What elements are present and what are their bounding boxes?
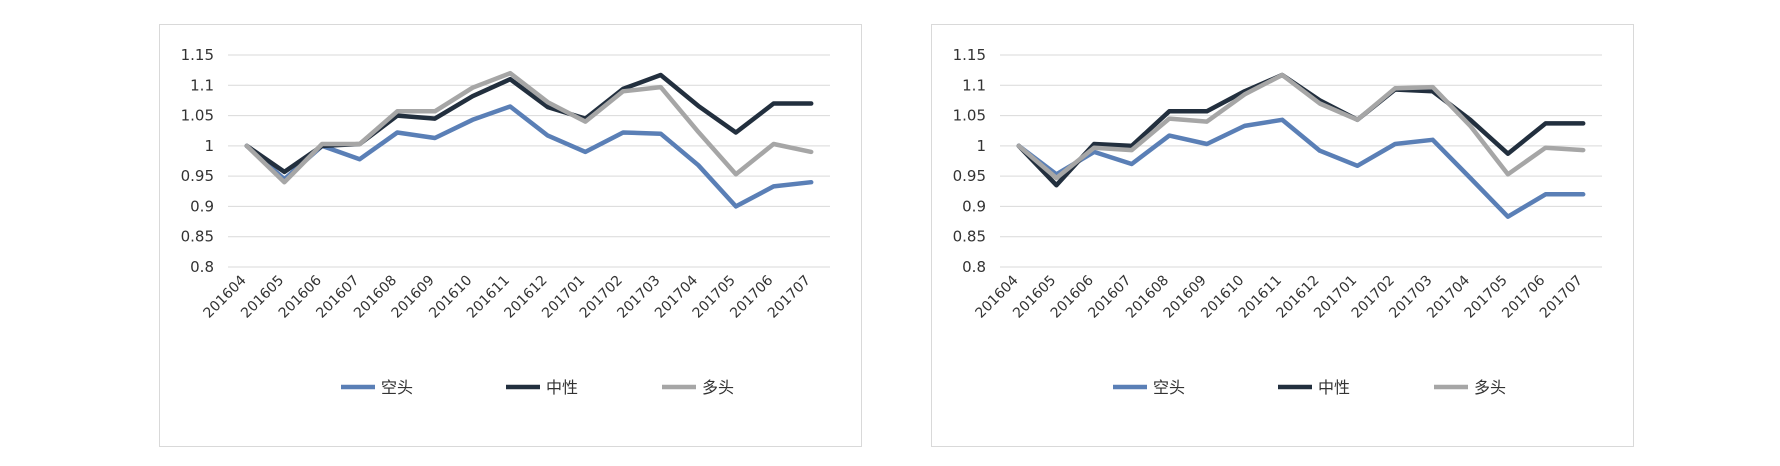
- y-tick-label: 0.9: [190, 197, 214, 215]
- y-tick-label: 0.95: [953, 167, 986, 185]
- chart-panel-left: 1.15 1.1 1.05 1 0.95 0.9 0.85 0.8 201604 201605 20…: [159, 24, 862, 447]
- y-tick-label: 1.05: [181, 107, 214, 125]
- series-line-0: [244, 104, 814, 209]
- line-chart-left: 1.151.11.0510.950.90.850.820160420160520…: [181, 46, 830, 397]
- y-tick-label: 1.15: [953, 46, 986, 64]
- y-tick-label: 1: [204, 137, 214, 155]
- series-line-2: [1016, 72, 1586, 181]
- series-line-2: [244, 70, 814, 185]
- line-chart-right: 1.151.11.0510.950.90.850.820160420160520…: [953, 46, 1602, 397]
- y-tick-label: 1.05: [953, 107, 986, 125]
- legend-label-1: 中性: [1318, 378, 1350, 397]
- y-tick-label: 0.9: [962, 197, 986, 215]
- y-tick-label: 0.95: [181, 167, 214, 185]
- chart-panel-right: 1.15 1.1 1.05 1 0.95 0.9 0.85 0.8 201604 201605 20…: [931, 24, 1634, 447]
- y-tick-label: 0.85: [953, 228, 986, 246]
- y-tick-label: 0.8: [190, 258, 214, 276]
- y-tick-label: 1.15: [181, 46, 214, 64]
- y-tick-label: 0.8: [962, 258, 986, 276]
- y-tick-label: 0.85: [181, 228, 214, 246]
- legend-label-0: 空头: [381, 378, 413, 397]
- y-tick-label: 1: [976, 137, 986, 155]
- legend-label-2: 多头: [702, 378, 734, 397]
- y-tick-label: 1.1: [190, 76, 214, 94]
- legend-label-2: 多头: [1474, 378, 1506, 397]
- series-line-0: [1016, 117, 1586, 219]
- y-tick-label: 1.1: [962, 76, 986, 94]
- legend-label-0: 空头: [1153, 378, 1185, 397]
- legend-label-1: 中性: [546, 378, 578, 397]
